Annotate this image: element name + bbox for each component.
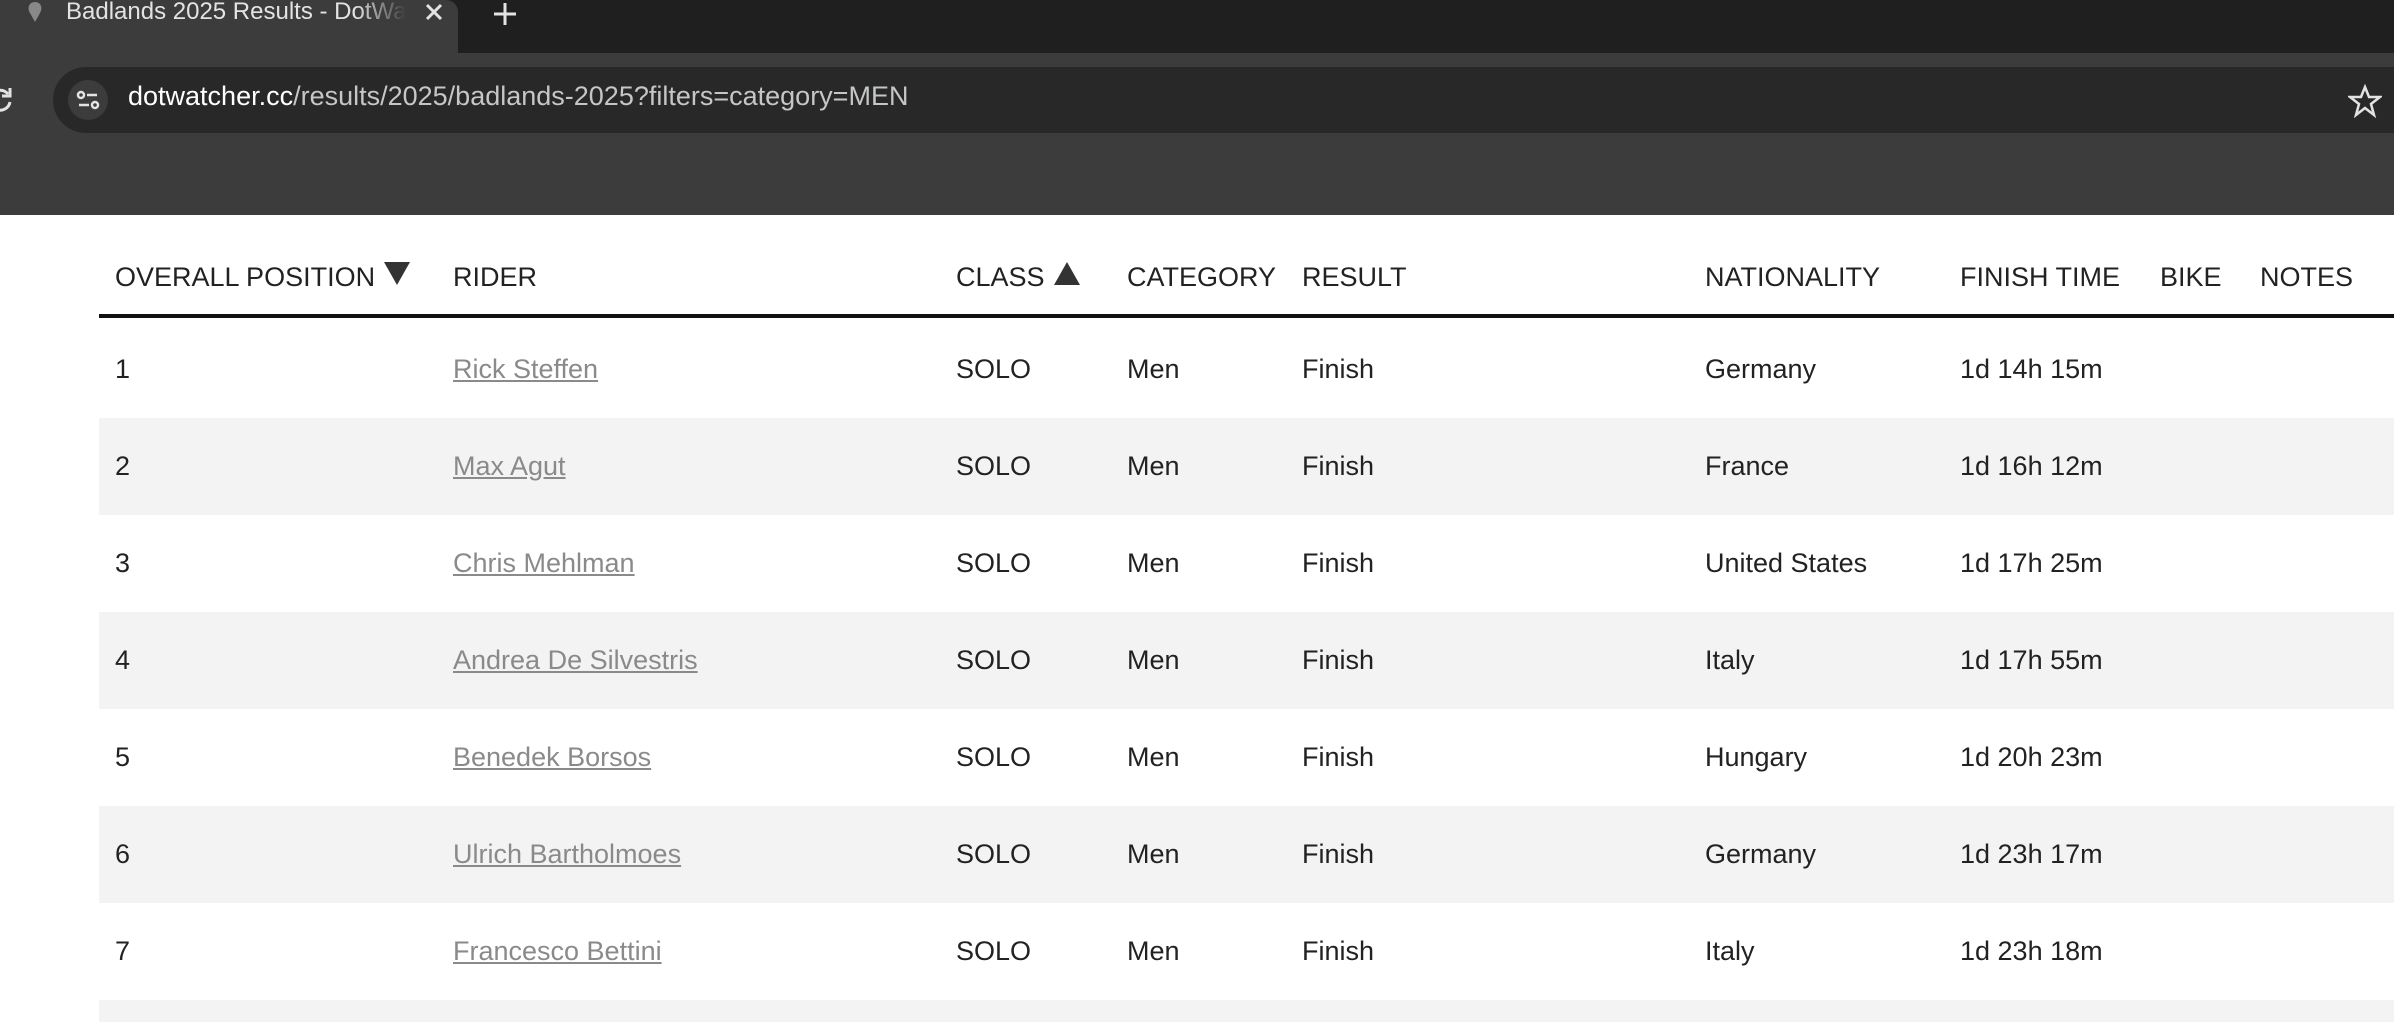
table-cell: Germany xyxy=(1705,839,1817,869)
header-border xyxy=(99,314,2394,318)
table-row xyxy=(99,806,2394,903)
table-cell: 2 xyxy=(115,451,131,481)
table-cell: France xyxy=(1705,451,1790,481)
table-cell: SOLO xyxy=(956,742,1032,772)
table-cell: 7 xyxy=(115,936,131,966)
table-cell: 5 xyxy=(115,742,131,772)
reload-button[interactable] xyxy=(0,84,16,116)
close-tab[interactable] xyxy=(420,0,448,28)
table-cell: 1d 23h 17m xyxy=(1960,839,2103,869)
table-cell: Finish xyxy=(1302,645,1375,675)
table-cell: SOLO xyxy=(956,645,1032,675)
table-cell: 6 xyxy=(115,839,131,869)
table-cell: 1d 17h 55m xyxy=(1960,645,2103,675)
rider-link[interactable]: Benedek Borsos xyxy=(453,742,652,772)
table-cell: SOLO xyxy=(956,451,1032,481)
table-cell: SOLO xyxy=(956,354,1032,384)
table-cell: Finish xyxy=(1302,548,1375,578)
column-header[interactable]: CATEGORY xyxy=(1127,262,1277,292)
table-cell: 1d 23h 18m xyxy=(1960,936,2103,966)
table-cell: 1d 14h 15m xyxy=(1960,354,2103,384)
table-cell: Italy xyxy=(1705,645,1755,675)
table-row xyxy=(99,1000,2394,1022)
table-row xyxy=(99,418,2394,515)
table-row xyxy=(99,612,2394,709)
table-cell: 1d 17h 25m xyxy=(1960,548,2103,578)
column-header[interactable]: NATIONALITY xyxy=(1705,262,1881,292)
table-cell: 1d 20h 23m xyxy=(1960,742,2103,772)
column-header[interactable]: OVERALL POSITION xyxy=(115,262,376,292)
table-cell: Finish xyxy=(1302,936,1375,966)
table-cell: Finish xyxy=(1302,451,1375,481)
bookmark-star[interactable] xyxy=(2348,84,2382,118)
table-cell: 1d 16h 12m xyxy=(1960,451,2103,481)
rider-link[interactable]: Ulrich Bartholmoes xyxy=(453,839,682,869)
favicon xyxy=(28,2,42,22)
column-header[interactable]: RESULT xyxy=(1302,262,1407,292)
table-cell: SOLO xyxy=(956,839,1032,869)
table-cell: 3 xyxy=(115,548,131,578)
tab-title: Badlands 2025 Results - DotWatcher xyxy=(66,0,406,25)
sort-indicator xyxy=(383,260,411,291)
table-cell: Men xyxy=(1127,354,1180,384)
new-tab[interactable] xyxy=(490,0,520,30)
table-cell: Finish xyxy=(1302,354,1375,384)
column-header[interactable]: BIKE xyxy=(2160,262,2222,292)
rider-link[interactable]: Rick Steffen xyxy=(453,354,599,384)
table-cell: Men xyxy=(1127,645,1180,675)
table-cell: Men xyxy=(1127,742,1180,772)
table-cell: Men xyxy=(1127,839,1180,869)
rider-link[interactable]: Francesco Bettini xyxy=(453,936,662,966)
table-cell: Men xyxy=(1127,451,1180,481)
rider-link[interactable]: Andrea De Silvestris xyxy=(453,645,698,675)
rider-link[interactable]: Chris Mehlman xyxy=(453,548,635,578)
sort-indicator xyxy=(1053,260,1081,291)
table-cell: SOLO xyxy=(956,548,1032,578)
table-cell: Finish xyxy=(1302,742,1375,772)
address-bar[interactable] xyxy=(53,67,2394,133)
column-header[interactable]: CLASS xyxy=(956,262,1045,292)
table-cell: 1 xyxy=(115,354,131,384)
site-info[interactable] xyxy=(68,80,108,120)
table-cell: Men xyxy=(1127,548,1180,578)
table-cell: Men xyxy=(1127,936,1180,966)
table-cell: United States xyxy=(1705,548,1868,578)
column-header[interactable]: RIDER xyxy=(453,262,538,292)
column-header[interactable]: NOTES xyxy=(2260,262,2354,292)
active-tab[interactable] xyxy=(0,0,458,53)
table-cell: Finish xyxy=(1302,839,1375,869)
table-cell: Germany xyxy=(1705,354,1817,384)
table-cell: SOLO xyxy=(956,936,1032,966)
table-cell: Italy xyxy=(1705,936,1755,966)
url-host: dotwatcher.cc xyxy=(128,81,294,111)
table-cell: 4 xyxy=(115,645,131,675)
column-header[interactable]: FINISH TIME xyxy=(1960,262,2121,292)
url: dotwatcher.cc/results/2025/badlands-2025… xyxy=(128,81,908,112)
table-cell: Hungary xyxy=(1705,742,1808,772)
rider-link[interactable]: Max Agut xyxy=(453,451,566,481)
url-path: /results/2025/badlands-2025?filters=cate… xyxy=(293,81,909,111)
